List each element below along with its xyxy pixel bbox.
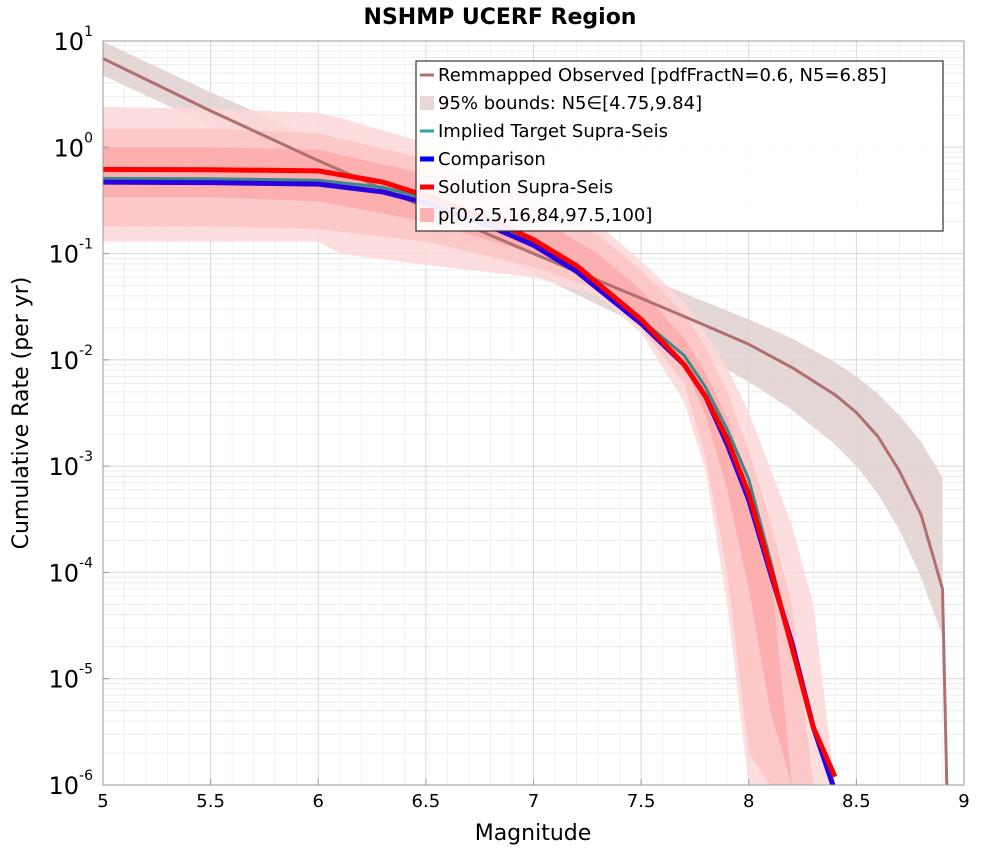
tick-layer: 5 5.5 6 6.5 7 7.5 8 8.5 910110010-110-210-310-41… (48, 24, 969, 812)
y-tick-base: 10 (48, 241, 79, 269)
y-tick-label: 10-6 (48, 768, 93, 800)
x-tick-label: 6 (313, 791, 324, 812)
legend-item-percentiles: p[0,2.5,16,84,97.5,100] (420, 205, 652, 226)
x-tick-label: 7 (528, 791, 539, 812)
x-tick-label: 5.5 (196, 791, 225, 812)
solution-line (103, 166, 838, 778)
y-tick-exponent: -6 (79, 768, 93, 784)
y-tick-exponent: 0 (84, 130, 93, 146)
band-layer (103, 41, 943, 785)
legend-item-solution: Solution Supra-Seis (420, 177, 613, 198)
legend-label: Implied Target Supra-Seis (438, 121, 668, 142)
legend-label: Comparison (438, 149, 546, 170)
legend-item-implied-target: Implied Target Supra-Seis (420, 121, 668, 142)
legend-label: p[0,2.5,16,84,97.5,100] (438, 205, 652, 226)
legend-box (415, 60, 944, 232)
y-tick-label: 10-5 (48, 662, 93, 694)
y-tick-base: 10 (48, 772, 79, 800)
y-tick-base: 10 (48, 347, 79, 375)
band-p0-100 (103, 106, 835, 785)
legend-swatch (420, 208, 434, 222)
legend: Remmapped Observed [pdfFractN=0.6, N5=6.… (415, 60, 944, 232)
y-tick-base: 10 (54, 28, 85, 56)
x-tick-label: 7.5 (627, 791, 656, 812)
y-tick-exponent: -2 (79, 343, 93, 359)
legend-item-95-bounds: 95% bounds: N5∈[4.75,9.84] (420, 93, 702, 114)
y-tick-exponent: 1 (84, 24, 93, 40)
legend-label: 95% bounds: N5∈[4.75,9.84] (438, 93, 702, 114)
legend-item-remapped-observed: Remmapped Observed [pdfFractN=0.6, N5=6.… (420, 65, 887, 86)
y-tick-exponent: -5 (79, 662, 93, 678)
y-tick-label: 100 (54, 130, 93, 162)
x-tick-label: 8.5 (842, 791, 871, 812)
y-tick-label: 101 (54, 24, 93, 56)
band-95-bounds (103, 41, 943, 637)
legend-label: Remmapped Observed [pdfFractN=0.6, N5=6.… (438, 65, 887, 86)
y-tick-label: 10-4 (48, 555, 93, 587)
x-tick-label: 9 (958, 791, 969, 812)
y-tick-label: 10-3 (48, 449, 93, 481)
legend-label: Solution Supra-Seis (438, 177, 613, 198)
series-layer (103, 57, 949, 785)
remapped-observed-line (103, 57, 949, 785)
y-tick-base: 10 (48, 559, 79, 587)
x-tick-label: 8 (743, 791, 754, 812)
chart-title: NSHMP UCERF Region (364, 5, 637, 30)
y-tick-exponent: -4 (79, 555, 93, 571)
legend-swatch (420, 96, 434, 110)
y-tick-base: 10 (54, 134, 85, 162)
y-tick-exponent: -3 (79, 449, 93, 465)
y-tick-label: 10-1 (48, 237, 93, 269)
y-tick-exponent: -1 (79, 237, 93, 253)
y-tick-base: 10 (48, 453, 79, 481)
y-tick-label: 10-2 (48, 343, 93, 375)
legend-item-comparison: Comparison (420, 149, 546, 170)
y-axis-label: Cumulative Rate (per yr) (9, 277, 34, 550)
y-tick-base: 10 (48, 666, 79, 694)
x-tick-label: 6.5 (412, 791, 441, 812)
x-tick-label: 5 (97, 791, 108, 812)
x-axis-label: Magnitude (475, 821, 592, 846)
